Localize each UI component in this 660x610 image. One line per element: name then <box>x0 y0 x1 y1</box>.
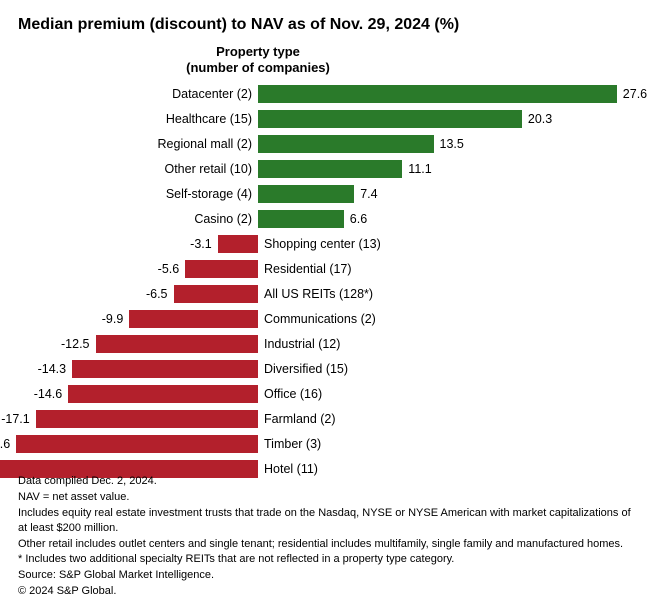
bar <box>96 335 259 353</box>
bar-row: Casino (2) 6.6 <box>18 208 642 233</box>
bar <box>258 85 617 103</box>
bar-row: Self-storage (4) 7.4 <box>18 183 642 208</box>
footer-line: © 2024 S&P Global. <box>18 584 642 599</box>
bar-value: 11.1 <box>408 158 431 180</box>
footer-line: Includes equity real estate investment t… <box>18 506 642 536</box>
bar-row: Communications (2) -9.9 <box>18 308 642 333</box>
bar-value: -14.6 <box>34 383 63 405</box>
bar-label: Healthcare (15) <box>166 108 252 130</box>
bar-label: Industrial (12) <box>264 333 340 355</box>
bar <box>185 260 258 278</box>
bar <box>258 135 434 153</box>
bar-row: Regional mall (2) 13.5 <box>18 133 642 158</box>
bar-label: Other retail (10) <box>164 158 252 180</box>
bar-label: Farmland (2) <box>264 408 336 430</box>
bar-label: Diversified (15) <box>264 358 348 380</box>
bar <box>218 235 258 253</box>
bar <box>258 185 354 203</box>
bar-label: Regional mall (2) <box>158 133 252 155</box>
subtitle-line-1: Property type <box>216 44 300 59</box>
bar-value: -6.5 <box>146 283 168 305</box>
bar-value: -5.6 <box>158 258 180 280</box>
bar-row: Datacenter (2)27.6 <box>18 83 642 108</box>
bar-value: 27.6 <box>623 83 647 105</box>
bar-value: 20.3 <box>528 108 552 130</box>
bar <box>36 410 258 428</box>
bar-label: Communications (2) <box>264 308 376 330</box>
bar <box>68 385 258 403</box>
bar-row: Industrial (12) -12.5 <box>18 333 642 358</box>
bar-value: 13.5 <box>440 133 464 155</box>
bar-row: Office (16) -14.6 <box>18 383 642 408</box>
bar <box>258 110 522 128</box>
bar-label: Office (16) <box>264 383 322 405</box>
subtitle-line-2: (number of companies) <box>186 60 330 75</box>
bar-label: Self-storage (4) <box>166 183 252 205</box>
bar-row: All US REITs (128*) -6.5 <box>18 283 642 308</box>
bar-value: -12.5 <box>61 333 90 355</box>
footer-line: Other retail includes outlet centers and… <box>18 537 642 552</box>
bar-row: Diversified (15) -14.3 <box>18 358 642 383</box>
bar <box>258 210 344 228</box>
footer-line: Data compiled Dec. 2, 2024. <box>18 474 642 489</box>
bar <box>258 160 402 178</box>
bar-row: Other retail (10) 11.1 <box>18 158 642 183</box>
diverging-bar-chart: Datacenter (2)27.6Healthcare (15) 20.3 Reg… <box>18 83 642 483</box>
bar <box>16 435 258 453</box>
bar-row: Residential (17) -5.6 <box>18 258 642 283</box>
footer-line: * Includes two additional specialty REIT… <box>18 552 642 567</box>
bar <box>129 310 258 328</box>
bar-value: -3.1 <box>190 233 212 255</box>
bar-row: Healthcare (15) 20.3 <box>18 108 642 133</box>
bar-value: 6.6 <box>350 208 367 230</box>
bar <box>174 285 259 303</box>
bar <box>72 360 258 378</box>
bar-label: Shopping center (13) <box>264 233 381 255</box>
bar-label: Timber (3) <box>264 433 321 455</box>
bar-row: Shopping center (13) -3.1 <box>18 233 642 258</box>
bar-label: Casino (2) <box>194 208 252 230</box>
chart-footer: Data compiled Dec. 2, 2024. NAV = net as… <box>18 474 642 600</box>
footer-line: NAV = net asset value. <box>18 490 642 505</box>
bar-row: Timber (3)-18.6 <box>18 433 642 458</box>
bar-row: Farmland (2)-17.1 <box>18 408 642 433</box>
footer-line: Source: S&P Global Market Intelligence. <box>18 568 642 583</box>
chart-container: Median premium (discount) to NAV as of N… <box>0 0 660 610</box>
bar-label: Datacenter (2) <box>172 83 252 105</box>
bar-label: All US REITs (128*) <box>264 283 373 305</box>
bar-value: -17.1 <box>1 408 30 430</box>
bar-label: Residential (17) <box>264 258 352 280</box>
bar-value: -14.3 <box>38 358 67 380</box>
chart-subtitle: Property type (number of companies) <box>138 44 378 77</box>
bar-value: -9.9 <box>102 308 124 330</box>
bar-value: 7.4 <box>360 183 377 205</box>
bar-value: -18.6 <box>0 433 10 455</box>
chart-title: Median premium (discount) to NAV as of N… <box>18 16 642 34</box>
